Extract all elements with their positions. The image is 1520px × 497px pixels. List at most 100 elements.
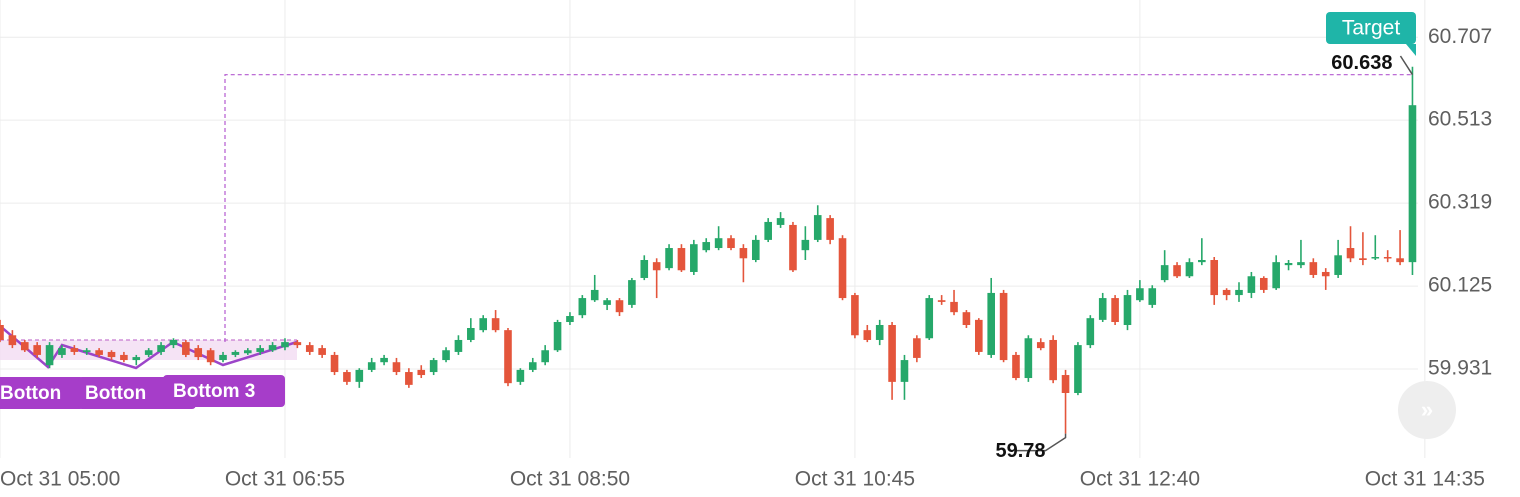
low-leader (1015, 433, 1067, 452)
candle-body (467, 327, 475, 340)
candle-body (1012, 354, 1020, 379)
target-line (224, 74, 1413, 342)
candle-body (1359, 258, 1367, 261)
candle-body (45, 345, 54, 366)
candle-body (405, 372, 413, 385)
y-tick-label: 59.931 (1428, 357, 1492, 380)
candle-body (1049, 339, 1057, 381)
candle-body (256, 348, 264, 352)
scroll-button[interactable] (1398, 381, 1456, 439)
candle-body (429, 360, 438, 373)
candle-body (975, 319, 983, 352)
candle-body (107, 351, 116, 358)
candle-body (194, 348, 203, 358)
candle-body (281, 342, 289, 348)
candle-body (1061, 375, 1070, 393)
candle-body (182, 342, 190, 355)
x-tick-label: Oct 31 06:55 (225, 468, 345, 491)
candle-body (318, 348, 326, 355)
candle-body (132, 357, 141, 361)
pattern-label: Botton (85, 383, 146, 404)
candle-body (70, 348, 79, 352)
candle-body (1235, 289, 1243, 296)
candle-body (491, 318, 500, 331)
candle-body (206, 350, 215, 363)
x-tick-label: Oct 31 08:50 (510, 468, 630, 491)
candle-body (1086, 318, 1095, 346)
candle-body (144, 350, 153, 355)
candle-body (1198, 260, 1206, 263)
candle-body (417, 369, 426, 376)
candle-body (1247, 276, 1256, 293)
pattern-label: Bottom 3 (173, 381, 255, 402)
target-price: 60.638 (1331, 52, 1392, 74)
candle-body (851, 295, 859, 336)
candle-body (1309, 262, 1318, 275)
candle-body (305, 345, 314, 352)
candle-body (987, 292, 995, 355)
candle-body (937, 300, 946, 302)
candle-body (541, 350, 549, 363)
candle-body (640, 260, 649, 278)
x-tick-label: Oct 31 10:45 (795, 468, 915, 491)
candle-body (1036, 342, 1045, 349)
candle-body (1284, 262, 1293, 266)
candle-body (442, 350, 450, 361)
low-price: 59.78 (995, 440, 1045, 462)
candle-body (343, 372, 351, 382)
candle-body (1173, 265, 1181, 277)
candle-body (727, 238, 735, 249)
candle-body (8, 335, 17, 346)
candle-body (454, 339, 463, 352)
candle-body (293, 342, 302, 346)
candle-body (1334, 255, 1342, 275)
candle-body (615, 300, 624, 313)
candle-body (690, 244, 698, 272)
candle-body (120, 354, 128, 361)
candle-body (516, 369, 525, 382)
candle-body (219, 354, 227, 361)
candle-body (1136, 288, 1144, 301)
candle-body (913, 338, 921, 358)
candle-body (714, 238, 723, 249)
x-tick-label: Oct 31 14:35 (1365, 468, 1485, 491)
y-tick-label: 60.513 (1428, 108, 1492, 131)
candle-body (169, 339, 178, 346)
candle-body (628, 280, 636, 305)
candles: 60.638 59.78 (0, 52, 1417, 462)
candle-body (900, 360, 909, 382)
candle-body (1297, 262, 1305, 266)
x-tick-label: Oct 31 05:00 (0, 468, 120, 491)
candle-body (826, 218, 834, 240)
candle-body (578, 298, 587, 316)
candle-body (1272, 262, 1280, 289)
candle-body (380, 357, 388, 363)
candle-body (355, 369, 364, 382)
candle-body (801, 239, 810, 251)
candle-body (603, 300, 611, 305)
candle-body (1346, 248, 1355, 259)
candle-body (20, 342, 29, 351)
candle-body (751, 239, 760, 261)
candle-body (665, 248, 673, 269)
candle-body (566, 316, 574, 323)
candle-body (1371, 257, 1380, 259)
candle-body (1222, 289, 1231, 296)
scroll-icon[interactable]: » (1421, 397, 1433, 422)
candle-body (1396, 258, 1404, 263)
candle-body (1098, 298, 1107, 320)
candle-body (1160, 265, 1169, 281)
candle-body (950, 301, 958, 313)
candle-body (157, 345, 165, 352)
candle-body (1185, 262, 1194, 277)
candle-body (1148, 288, 1157, 305)
candle-body (392, 362, 401, 373)
candle-body (590, 289, 599, 301)
candle-body (1123, 295, 1132, 326)
candle-body (330, 354, 339, 373)
candle-body (875, 325, 884, 340)
candle-body (925, 298, 934, 339)
candle-body (999, 292, 1008, 361)
candle-body (863, 330, 872, 340)
